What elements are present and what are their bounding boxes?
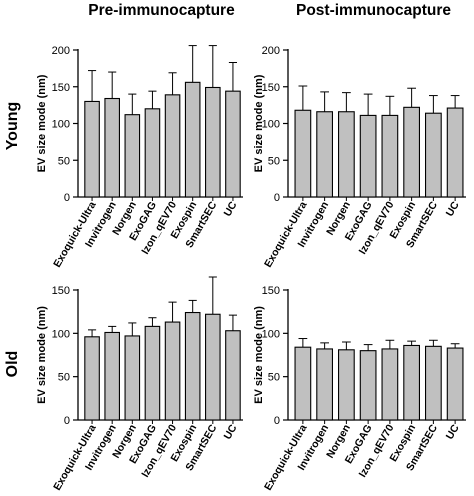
- x-tick-label: UC: [444, 422, 462, 441]
- y-tick-label: 50: [268, 155, 280, 167]
- bar-smartsec: [424, 345, 442, 421]
- bar-smartsec: [205, 86, 221, 198]
- x-tick-label: UC: [222, 422, 240, 441]
- bar-norgen: [124, 114, 141, 198]
- y-tick-label: 50: [58, 155, 70, 167]
- bar-norgen: [337, 111, 355, 198]
- bar-exospin: [403, 344, 421, 421]
- y-axis-title: EV size mode (nm): [253, 306, 265, 404]
- bar-invitrogen: [316, 111, 334, 198]
- bar-uc: [225, 90, 241, 198]
- y-tick-label: 0: [274, 415, 280, 427]
- bar-uc: [446, 347, 464, 421]
- bar-izon-qev70: [381, 348, 399, 421]
- column-title-pre: Pre-immunocapture: [88, 2, 235, 19]
- bar-exoquick-ultra: [84, 100, 100, 198]
- bar-uc: [225, 330, 241, 421]
- y-tick-label: 150: [262, 82, 280, 94]
- bar-exospin: [184, 81, 201, 198]
- y-axis-title: EV size mode (nm): [36, 74, 48, 172]
- bar-exospin: [184, 311, 201, 421]
- y-tick-label: 150: [52, 285, 70, 297]
- y-tick-label: 150: [52, 82, 70, 94]
- y-tick-label: 0: [64, 192, 70, 204]
- y-tick-label: 100: [52, 328, 70, 340]
- bar-invitrogen: [104, 331, 120, 421]
- y-tick-label: 50: [58, 372, 70, 384]
- bar-exogag: [359, 114, 377, 198]
- y-tick-label: 200: [52, 45, 70, 57]
- bar-uc: [446, 107, 464, 198]
- y-tick-label: 100: [52, 119, 70, 131]
- bar-invitrogen: [316, 348, 334, 421]
- bar-exogag: [144, 108, 161, 198]
- bar-smartsec: [205, 313, 221, 421]
- y-tick-label: 0: [64, 415, 70, 427]
- bar-exoquick-ultra: [294, 346, 312, 421]
- bar-norgen: [124, 335, 141, 421]
- bar-exospin: [403, 106, 421, 198]
- column-title-post: Post-immunocapture: [295, 2, 451, 19]
- bar-smartsec: [424, 112, 442, 198]
- y-tick-label: 100: [262, 119, 280, 131]
- bar-izon-qev70: [381, 114, 399, 198]
- bar-exogag: [359, 350, 377, 421]
- bar-exogag: [144, 325, 161, 421]
- bar-exoquick-ultra: [294, 109, 312, 198]
- x-tick-label: UC: [444, 199, 462, 218]
- bar-izon-qev70: [164, 321, 181, 421]
- y-tick-label: 150: [262, 285, 280, 297]
- y-axis-title: EV size mode (nm): [253, 74, 265, 172]
- x-tick-label: UC: [222, 199, 240, 218]
- bar-norgen: [337, 349, 355, 421]
- bar-invitrogen: [104, 97, 120, 198]
- y-tick-label: 100: [262, 328, 280, 340]
- y-tick-label: 200: [262, 45, 280, 57]
- y-tick-label: 0: [274, 192, 280, 204]
- bar-izon-qev70: [164, 94, 181, 198]
- y-tick-label: 50: [268, 372, 280, 384]
- bar-exoquick-ultra: [84, 336, 100, 421]
- y-axis-title: EV size mode (nm): [36, 306, 48, 404]
